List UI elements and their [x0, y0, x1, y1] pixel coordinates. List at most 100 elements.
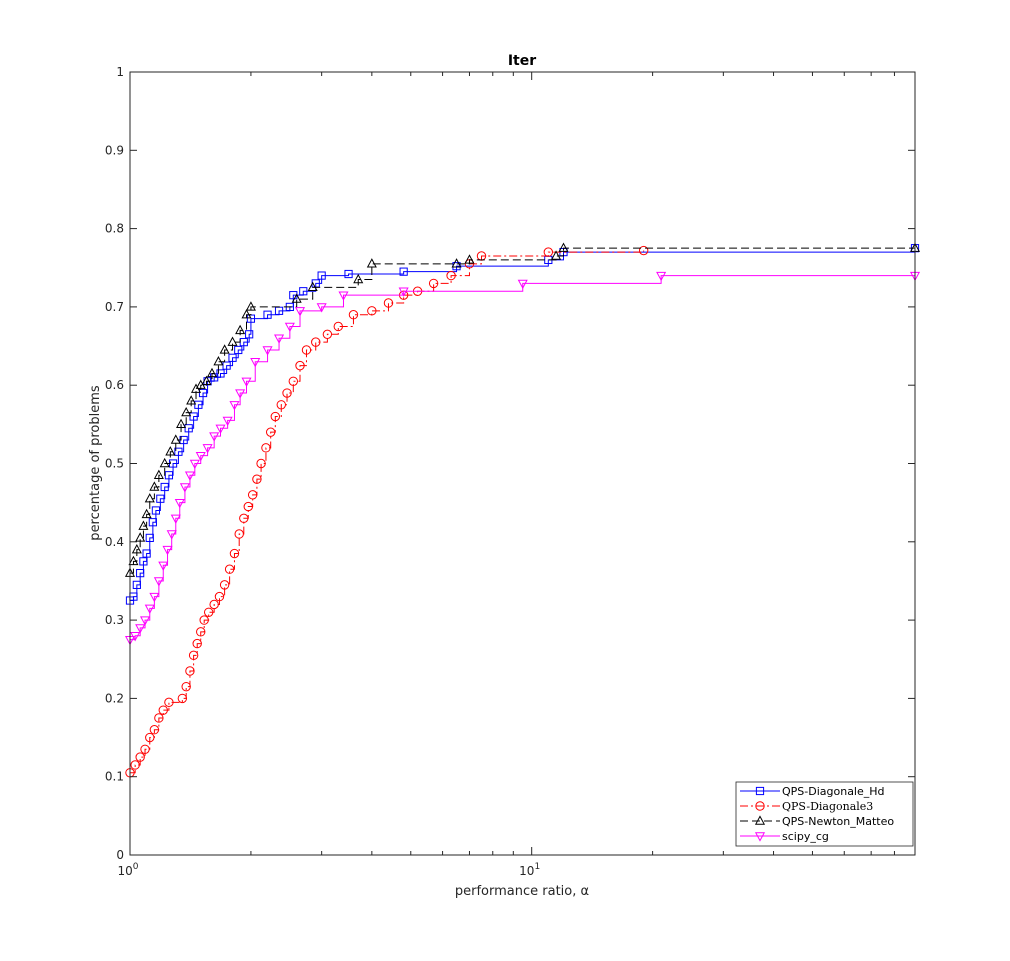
- circle-marker: [135, 752, 145, 762]
- triangle-down-marker: [166, 530, 177, 540]
- triangle-up-marker: [206, 367, 218, 378]
- square-marker: [344, 269, 353, 279]
- x-axis-label: performance ratio, α: [455, 884, 589, 899]
- triangle-up-marker: [149, 481, 160, 491]
- y-tick-label: 0.2: [105, 691, 124, 705]
- circle-marker: [243, 501, 253, 512]
- legend-box: [735, 781, 914, 847]
- circle-marker: [185, 666, 195, 676]
- chart-title: Iter: [508, 53, 536, 69]
- triangle-down-marker: [235, 389, 246, 399]
- square-marker: [755, 786, 765, 796]
- legend-entry-3: QPS-Newton_Matteo: [740, 815, 894, 828]
- circle-marker: [239, 513, 249, 524]
- series-line: [130, 275, 915, 641]
- legend-label: QPS-Diagonale3: [782, 800, 873, 813]
- triangle-down-marker: [517, 279, 528, 290]
- square-marker: [317, 271, 326, 280]
- y-tick-label: 0.9: [105, 143, 124, 157]
- triangle-up-marker: [213, 356, 224, 366]
- circle-marker: [154, 713, 164, 723]
- circle-marker: [181, 681, 191, 692]
- triangle-down-marker: [158, 561, 169, 571]
- triangle-up-marker: [366, 258, 377, 268]
- triangle-up-marker: [186, 395, 197, 405]
- square-marker: [142, 549, 151, 558]
- circle-marker: [209, 599, 219, 610]
- square-marker: [174, 447, 183, 456]
- square-marker: [184, 424, 193, 433]
- triangle-up-marker: [135, 532, 146, 542]
- triangle-down-marker: [250, 358, 261, 368]
- triangle-up-marker: [131, 543, 142, 554]
- triangle-down-marker: [215, 424, 226, 434]
- y-tick-label: 0.3: [105, 613, 124, 627]
- circle-marker: [196, 627, 206, 637]
- circle-marker: [265, 427, 276, 437]
- y-tick-label: 0.7: [105, 300, 124, 314]
- triangle-up-marker: [144, 493, 155, 503]
- circle-marker: [234, 529, 244, 539]
- triangle-up-marker: [159, 457, 170, 468]
- triangle-up-marker: [754, 815, 766, 825]
- triangle-up-marker: [291, 293, 302, 303]
- y-tick-labels: 0 0.1 0.2 0.3 0.4 0.5 0.6 0.7 0.8 0.9 1: [105, 65, 124, 862]
- triangle-down-marker: [398, 287, 409, 297]
- triangle-down-marker: [174, 498, 185, 509]
- y-tick-label: 0.8: [105, 222, 124, 236]
- triangle-down-marker: [149, 592, 160, 603]
- circle-marker: [383, 298, 394, 308]
- triangle-up-marker: [141, 508, 152, 519]
- triangle-up-marker: [307, 281, 318, 292]
- circle-marker: [256, 458, 266, 469]
- triangle-up-marker: [138, 520, 149, 530]
- triangle-down-marker: [202, 444, 213, 454]
- circle-marker: [203, 607, 214, 617]
- circle-marker: [282, 388, 292, 398]
- circle-marker: [145, 732, 155, 743]
- circle-marker: [224, 564, 235, 574]
- square-marker: [151, 506, 160, 515]
- triangle-up-marker: [128, 555, 139, 566]
- square-marker: [139, 557, 148, 566]
- circle-marker: [322, 329, 333, 340]
- y-tick-label: 0.5: [105, 457, 124, 471]
- triangle-down-marker: [195, 451, 206, 462]
- y-tick-label: 0: [116, 848, 124, 862]
- circle-marker: [311, 337, 321, 347]
- legend-label: QPS-Diagonale_Hd: [782, 785, 885, 798]
- circle-marker: [229, 548, 240, 559]
- triangle-down-marker: [229, 401, 240, 411]
- y-axis-label: percentage of problems: [88, 385, 103, 541]
- circle-marker: [199, 615, 209, 625]
- triangle-down-marker: [656, 271, 667, 282]
- square-marker: [222, 361, 231, 370]
- series-2: [125, 245, 649, 778]
- triangle-down-marker: [316, 303, 327, 313]
- plot-background: [130, 72, 915, 855]
- triangle-up-marker: [165, 446, 176, 456]
- square-marker: [164, 471, 174, 480]
- circle-marker: [219, 580, 230, 590]
- square-marker: [145, 533, 154, 542]
- circle-marker: [214, 591, 225, 602]
- triangle-up-marker: [219, 344, 230, 354]
- triangle-down-marker: [274, 334, 285, 344]
- y-tick-label: 0.6: [105, 378, 124, 392]
- triangle-down-marker: [170, 514, 181, 524]
- triangle-down-marker: [130, 632, 141, 642]
- legend: QPS-Diagonale_Hd QPS-Diagonale3 QPS-Newton…: [735, 781, 914, 847]
- triangle-up-marker: [235, 324, 246, 335]
- legend-label: QPS-Newton_Matteo: [782, 815, 894, 828]
- square-marker: [399, 267, 408, 276]
- triangle-up-marker: [551, 250, 562, 260]
- triangle-down-marker: [754, 832, 766, 842]
- circle-marker: [158, 705, 168, 715]
- x-tick-labels: 100 101: [117, 862, 540, 878]
- square-marker: [245, 330, 254, 339]
- triangle-down-marker: [184, 471, 195, 481]
- circle-marker: [270, 411, 281, 422]
- triangle-down-marker: [179, 483, 190, 493]
- circle-marker: [247, 490, 258, 500]
